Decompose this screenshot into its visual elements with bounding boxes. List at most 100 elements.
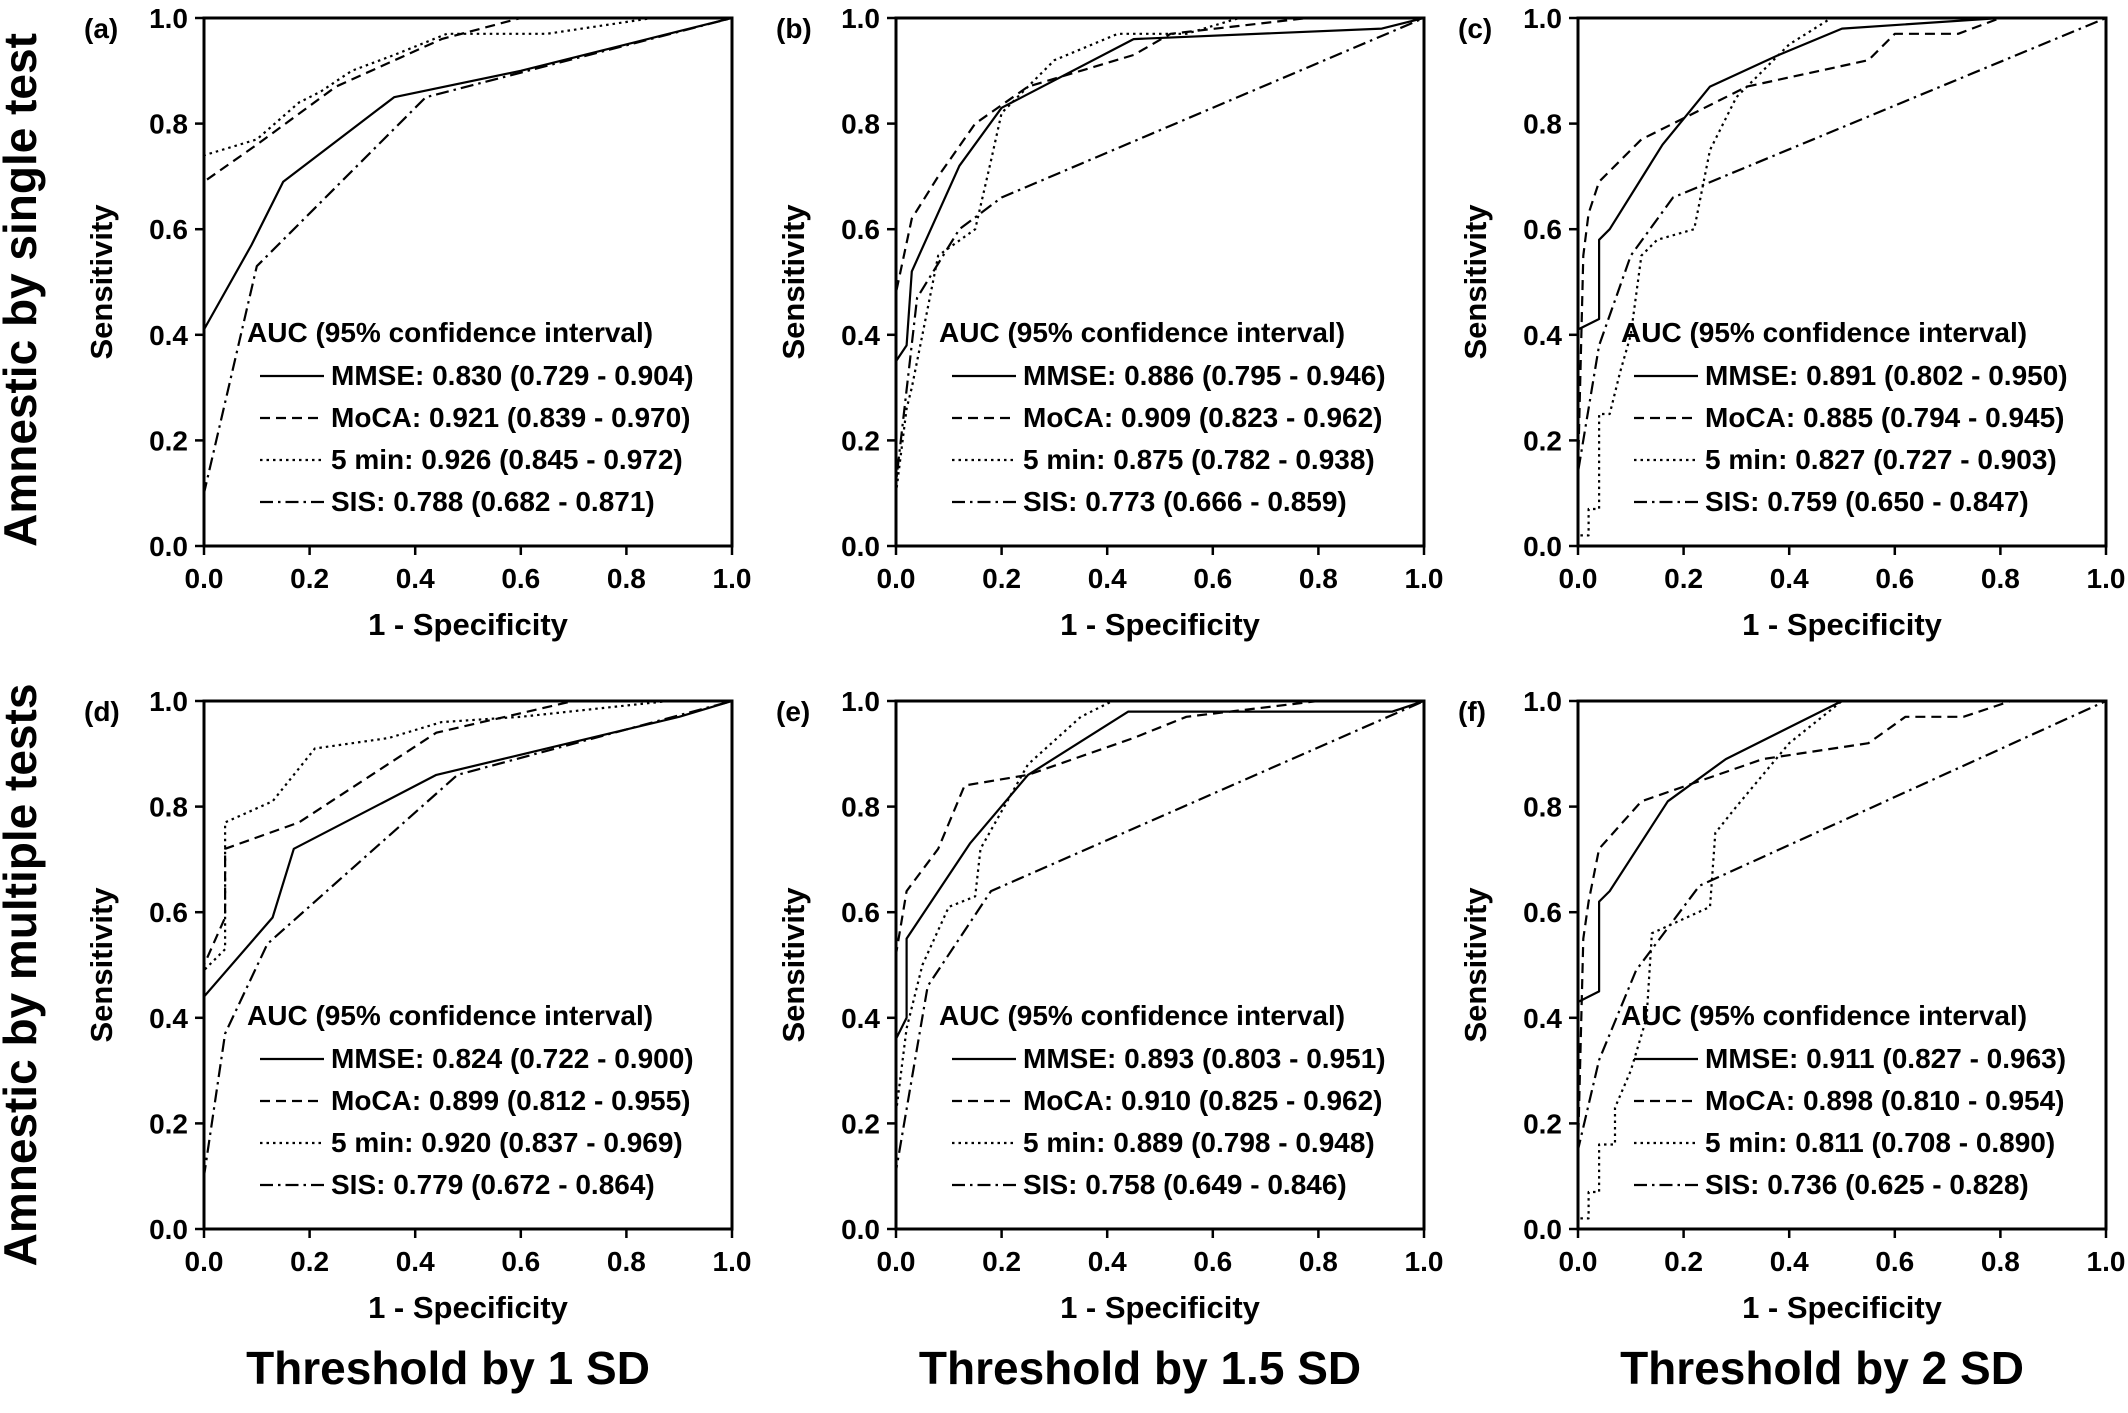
legend: AUC (95% confidence interval) MMSE: 0.891… <box>1621 317 2068 517</box>
roc-curve-5-min <box>204 701 732 1229</box>
legend-entry: 5 min: 0.811 (0.708 - 0.890) <box>1705 1127 2055 1158</box>
x-tick-label: 0.2 <box>290 563 329 594</box>
x-tick-label: 0.0 <box>877 563 916 594</box>
legend-entry: MMSE: 0.824 (0.722 - 0.900) <box>331 1043 694 1074</box>
y-tick-label: 0.8 <box>841 109 880 140</box>
x-tick-label: 0.4 <box>1088 1246 1127 1277</box>
x-tick-label: 1.0 <box>2087 563 2126 594</box>
panel-label: (e) <box>776 696 810 727</box>
x-tick-label: 0.4 <box>1770 1246 1809 1277</box>
y-axis-label: Sensitivity <box>1458 887 1493 1043</box>
panel-label: (c) <box>1458 13 1492 44</box>
legend-entry: MMSE: 0.893 (0.803 - 0.951) <box>1023 1043 1386 1074</box>
legend-entry: SIS: 0.779 (0.672 - 0.864) <box>331 1169 655 1200</box>
panel-label: (a) <box>84 13 118 44</box>
y-tick-label: 0.4 <box>841 1003 880 1034</box>
y-axis-label: Sensitivity <box>84 204 119 360</box>
y-tick-label: 1.0 <box>149 3 188 34</box>
roc-curve-moca <box>204 701 732 1229</box>
y-tick-label: 0.2 <box>149 425 188 456</box>
y-tick-label: 0.6 <box>841 214 880 245</box>
x-tick-label: 1.0 <box>2087 1246 2126 1277</box>
legend-entry: MMSE: 0.911 (0.827 - 0.963) <box>1705 1043 2066 1074</box>
y-tick-label: 0.4 <box>1523 320 1562 351</box>
y-tick-label: 0.0 <box>149 1214 188 1245</box>
y-tick-label: 0.4 <box>841 320 880 351</box>
column-label-1sd: Threshold by 1 SD <box>246 1342 650 1394</box>
legend-entry: MMSE: 0.891 (0.802 - 0.950) <box>1705 360 2068 391</box>
x-axis-label: 1 - Specificity <box>1060 1290 1261 1325</box>
legend-entry: MoCA: 0.909 (0.823 - 0.962) <box>1023 402 1383 433</box>
legend-entry: MoCA: 0.910 (0.825 - 0.962) <box>1023 1085 1383 1116</box>
legend-title: AUC (95% confidence interval) <box>247 317 653 348</box>
roc-curve-sis <box>896 701 1424 1229</box>
legend-entry: 5 min: 0.926 (0.845 - 0.972) <box>331 444 683 475</box>
roc-curve-moca <box>1578 701 2106 1229</box>
y-tick-label: 0.2 <box>841 1108 880 1139</box>
plot-frame <box>1576 16 2108 548</box>
roc-panel-f: (f) 0.0 0.2 0.4 0.6 0.8 1.0 0.0 0.2 0.4 0.6 0.8 1.0 1… <box>1458 686 2125 1325</box>
x-tick-label: 1.0 <box>713 563 752 594</box>
legend-entry: 5 min: 0.920 (0.837 - 0.969) <box>331 1127 683 1158</box>
legend-entry: MoCA: 0.899 (0.812 - 0.955) <box>331 1085 691 1116</box>
y-tick-label: 0.8 <box>841 792 880 823</box>
y-tick-label: 0.6 <box>1523 897 1562 928</box>
y-tick-label: 0.0 <box>841 1214 880 1245</box>
curves <box>204 18 732 546</box>
x-tick-label: 0.2 <box>982 563 1021 594</box>
legend-entry: MMSE: 0.886 (0.795 - 0.946) <box>1023 360 1386 391</box>
x-tick-label: 0.8 <box>1981 1246 2020 1277</box>
x-axis-label: 1 - Specificity <box>1060 607 1261 642</box>
roc-curve-mmse <box>896 18 1424 546</box>
y-axis-label: Sensitivity <box>776 887 811 1043</box>
y-tick-label: 0.4 <box>1523 1003 1562 1034</box>
legend-entry: MoCA: 0.921 (0.839 - 0.970) <box>331 402 691 433</box>
x-tick-label: 0.8 <box>607 563 646 594</box>
legend-entry: SIS: 0.759 (0.650 - 0.847) <box>1705 486 2029 517</box>
y-tick-label: 0.8 <box>1523 109 1562 140</box>
legend: AUC (95% confidence interval) MMSE: 0.830… <box>247 317 694 517</box>
legend-entry: SIS: 0.758 (0.649 - 0.846) <box>1023 1169 1347 1200</box>
roc-curve-mmse <box>1578 18 2106 546</box>
roc-curve-sis <box>1578 18 2106 546</box>
roc-curve-sis <box>896 18 1424 546</box>
x-axis-label: 1 - Specificity <box>368 1290 569 1325</box>
curves <box>1578 18 2106 546</box>
row-label-multiple-tests: Amnestic by multiple tests <box>0 684 46 1267</box>
x-tick-label: 0.2 <box>1664 1246 1703 1277</box>
roc-curve-moca <box>896 18 1424 546</box>
x-tick-label: 0.0 <box>1559 1246 1598 1277</box>
x-tick-label: 0.0 <box>185 563 224 594</box>
legend-title: AUC (95% confidence interval) <box>1621 1000 2027 1031</box>
x-tick-label: 1.0 <box>1405 1246 1444 1277</box>
x-tick-label: 1.0 <box>1405 563 1444 594</box>
plot-frame <box>1576 699 2108 1231</box>
curves <box>204 701 732 1229</box>
x-tick-label: 0.2 <box>1664 563 1703 594</box>
x-tick-label: 1.0 <box>713 1246 752 1277</box>
y-tick-label: 0.6 <box>149 897 188 928</box>
y-tick-label: 0.2 <box>1523 425 1562 456</box>
roc-panel-e: (e) 0.0 0.2 0.4 0.6 0.8 1.0 0.0 0.2 0.4 0.6 0.8 1.0 1… <box>776 686 1443 1325</box>
x-tick-label: 0.8 <box>1299 563 1338 594</box>
plot-frame <box>202 16 734 548</box>
x-tick-label: 0.8 <box>607 1246 646 1277</box>
y-tick-label: 0.6 <box>1523 214 1562 245</box>
x-tick-label: 0.8 <box>1299 1246 1338 1277</box>
y-tick-label: 0.0 <box>841 531 880 562</box>
legend-entry: 5 min: 0.889 (0.798 - 0.948) <box>1023 1127 1375 1158</box>
row-label-single-test: Amnestic by single test <box>0 33 46 547</box>
legend-entry: SIS: 0.736 (0.625 - 0.828) <box>1705 1169 2029 1200</box>
y-tick-label: 0.6 <box>841 897 880 928</box>
panel-label: (d) <box>84 696 120 727</box>
roc-curve-5-min <box>896 701 1424 1229</box>
y-tick-label: 0.2 <box>841 425 880 456</box>
plot-frame <box>894 16 1426 548</box>
legend-entry: MoCA: 0.898 (0.810 - 0.954) <box>1705 1085 2065 1116</box>
y-tick-label: 0.2 <box>149 1108 188 1139</box>
panel-label: (f) <box>1458 696 1486 727</box>
y-tick-label: 0.4 <box>149 320 188 351</box>
x-tick-label: 0.6 <box>501 1246 540 1277</box>
y-tick-label: 0.8 <box>1523 792 1562 823</box>
